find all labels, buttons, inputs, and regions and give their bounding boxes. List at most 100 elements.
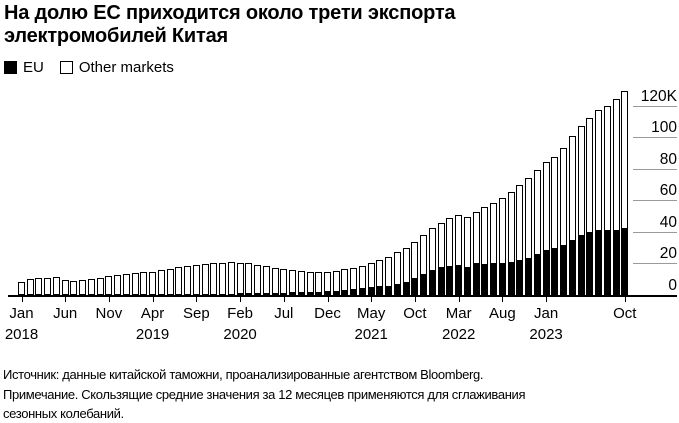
- bar: [603, 106, 611, 295]
- bar: [472, 212, 480, 295]
- bar-eu-segment: [446, 265, 454, 295]
- bar: [446, 217, 454, 295]
- bar: [560, 147, 568, 295]
- bar: [157, 270, 165, 295]
- bar-eu-segment: [219, 293, 227, 295]
- bar-eu-segment: [105, 294, 113, 295]
- x-tick-year: 2020: [223, 326, 257, 343]
- x-tick-month: Apr: [140, 305, 165, 322]
- bar-eu-segment: [166, 294, 174, 295]
- bar: [227, 262, 235, 295]
- bar-eu-segment: [114, 294, 122, 295]
- eu-swatch-icon: [4, 61, 17, 74]
- x-tick-label: Apr 2019: [136, 303, 169, 345]
- y-gridline-stub: [633, 231, 677, 233]
- x-tick-label: Oct: [403, 303, 426, 324]
- bar-eu-segment: [612, 229, 620, 295]
- y-tick-label: 80: [659, 150, 677, 168]
- x-axis-tick: [502, 297, 504, 302]
- bar: [175, 267, 183, 295]
- bar: [184, 266, 192, 295]
- x-tick-label: Mar 2022: [442, 303, 475, 345]
- bar: [114, 275, 122, 295]
- x-axis-tick: [240, 297, 242, 302]
- legend-label-other: Other markets: [78, 59, 174, 76]
- bar: [79, 280, 87, 295]
- x-tick-month: Jul: [274, 305, 294, 322]
- y-tick-label: 100: [651, 119, 677, 137]
- bar: [568, 135, 576, 295]
- bar-eu-segment: [262, 292, 270, 295]
- bar: [437, 223, 445, 295]
- bar: [393, 252, 401, 295]
- bar: [280, 269, 288, 295]
- bar-eu-segment: [490, 263, 498, 295]
- bar-eu-segment: [315, 291, 323, 295]
- bar: [210, 263, 218, 295]
- x-tick-month: Nov: [95, 305, 123, 322]
- x-tick-label: May 2021: [355, 303, 388, 345]
- x-tick-label: Jun: [53, 303, 77, 324]
- y-tick-label: 20: [659, 245, 677, 263]
- bar: [289, 270, 297, 295]
- bar: [166, 268, 174, 295]
- bar: [332, 270, 340, 295]
- x-tick-year: 2022: [442, 326, 476, 343]
- bar-eu-segment: [192, 293, 200, 295]
- bar-eu-segment: [393, 284, 401, 295]
- y-gridline-stub: [633, 200, 677, 202]
- legend: EU Other markets: [4, 59, 174, 76]
- bar-eu-segment: [236, 293, 244, 295]
- bar: [192, 264, 200, 295]
- bar: [551, 156, 559, 295]
- x-axis-tick: [65, 297, 67, 302]
- bar: [18, 282, 25, 295]
- bar-eu-segment: [551, 248, 559, 295]
- y-tick-label: 40: [659, 213, 677, 231]
- bar-eu-segment: [533, 254, 541, 295]
- bar-eu-segment: [367, 286, 375, 295]
- bar: [428, 227, 436, 295]
- x-axis-tick: [414, 297, 416, 302]
- bar-eu-segment: [586, 231, 594, 295]
- x-axis-tick: [371, 297, 373, 302]
- bar-eu-segment: [350, 288, 358, 295]
- bar-eu-segment: [175, 294, 183, 295]
- bar-eu-segment: [140, 294, 148, 295]
- bar: [26, 279, 34, 295]
- bar-eu-segment: [297, 292, 305, 295]
- bar: [525, 178, 533, 295]
- bar-eu-segment: [498, 262, 506, 295]
- x-tick-year: 2018: [4, 326, 39, 343]
- x-tick-month: Jan: [9, 305, 34, 322]
- y-gridline-stub: [633, 263, 677, 265]
- bar-eu-segment: [358, 287, 366, 295]
- bar: [420, 235, 428, 295]
- x-tick-month: Dec: [314, 305, 341, 322]
- x-tick-label: Aug: [489, 303, 516, 324]
- bar: [376, 260, 384, 295]
- bar: [201, 263, 209, 295]
- y-gridline-stub: [633, 137, 677, 139]
- bar: [324, 271, 331, 295]
- x-axis-tick: [196, 297, 198, 302]
- x-tick-month: Sep: [183, 305, 210, 322]
- bar: [61, 279, 69, 295]
- x-tick-label: Feb 2020: [223, 303, 256, 345]
- bar: [411, 242, 419, 295]
- chart-title: На долю ЕС приходится около трети экспор…: [4, 2, 456, 47]
- bar-eu-segment: [280, 292, 288, 295]
- bar-eu-segment: [245, 293, 253, 295]
- bar: [131, 273, 139, 295]
- legend-item-other: Other markets: [59, 59, 174, 76]
- bar-eu-segment: [341, 289, 349, 295]
- bar: [297, 271, 305, 295]
- bar: [271, 267, 279, 295]
- bar: [516, 185, 524, 295]
- bar-eu-segment: [254, 293, 262, 295]
- bar: [402, 247, 410, 295]
- bar: [341, 269, 349, 295]
- bar-eu-segment: [542, 250, 550, 295]
- bar: [542, 162, 550, 295]
